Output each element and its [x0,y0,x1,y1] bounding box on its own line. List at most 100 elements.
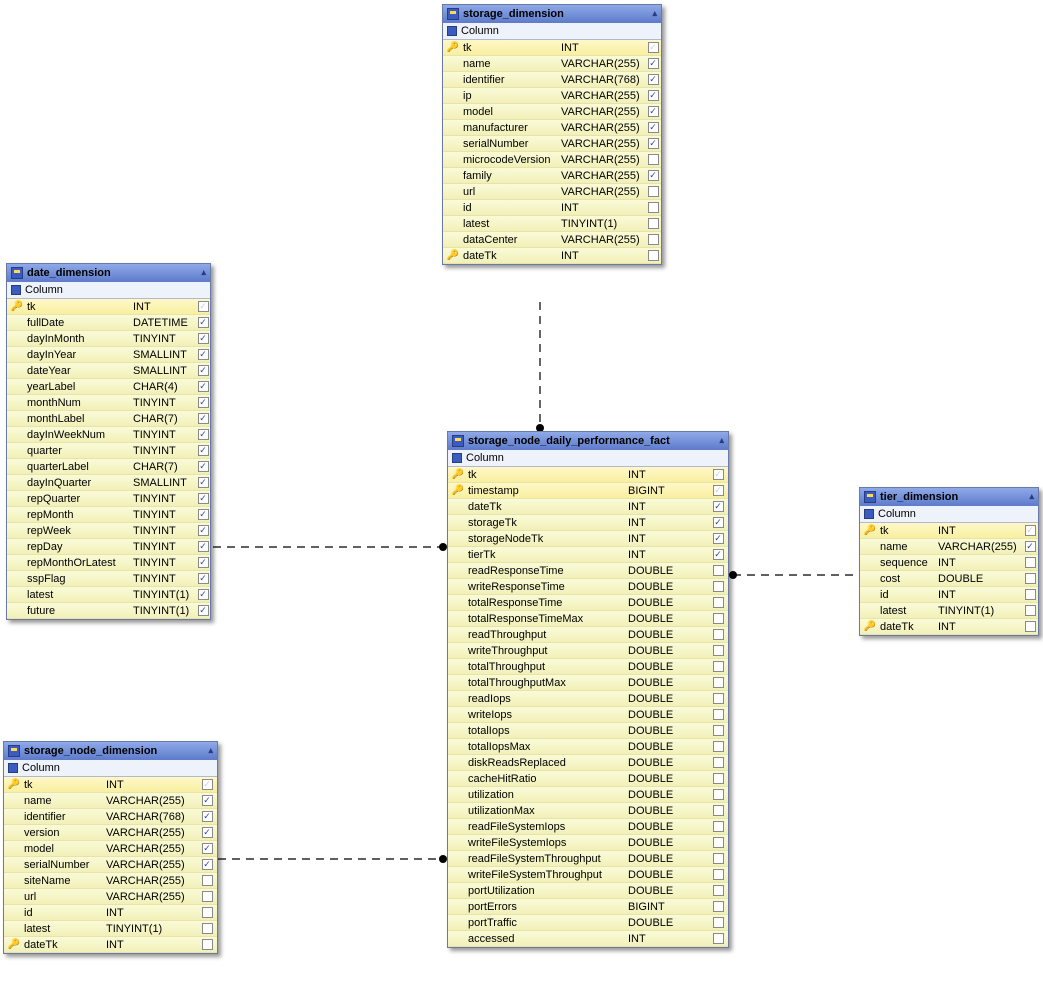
table-tier_dimension[interactable]: tier_dimension▴Column🔑tkINT✓nameVARCHAR(… [859,487,1039,636]
collapse-icon[interactable]: ▴ [201,267,206,278]
table-row[interactable]: readThroughputDOUBLE [448,627,728,643]
table-row[interactable]: utilizationMaxDOUBLE [448,803,728,819]
table-row[interactable]: monthNumTINYINT✓ [7,395,210,411]
table-row[interactable]: quarterLabelCHAR(7)✓ [7,459,210,475]
table-row[interactable]: dateYearSMALLINT✓ [7,363,210,379]
table-row[interactable]: 🔑dateTkINT [4,937,217,953]
table-row[interactable]: totalResponseTimeMaxDOUBLE [448,611,728,627]
table-row[interactable]: portTrafficDOUBLE [448,915,728,931]
table-row[interactable]: cacheHitRatioDOUBLE [448,771,728,787]
table-row[interactable]: dateTkINT✓ [448,499,728,515]
table-row[interactable]: sspFlagTINYINT✓ [7,571,210,587]
table-row[interactable]: idINT [443,200,661,216]
table-storage_dimension[interactable]: storage_dimension▴Column🔑tkINT✓nameVARCH… [442,4,662,265]
table-row[interactable]: versionVARCHAR(255)✓ [4,825,217,841]
table-storage_node_dimension[interactable]: storage_node_dimension▴Column🔑tkINT✓name… [3,741,218,954]
collapse-icon[interactable]: ▴ [1029,491,1034,502]
table-header[interactable]: tier_dimension▴ [860,488,1038,506]
table-row[interactable]: monthLabelCHAR(7)✓ [7,411,210,427]
table-row[interactable]: accessedINT [448,931,728,947]
table-row[interactable]: serialNumberVARCHAR(255)✓ [443,136,661,152]
table-row[interactable]: totalIopsMaxDOUBLE [448,739,728,755]
table-row[interactable]: siteNameVARCHAR(255) [4,873,217,889]
table-row[interactable]: latestTINYINT(1) [4,921,217,937]
table-row[interactable]: microcodeVersionVARCHAR(255) [443,152,661,168]
table-row[interactable]: nameVARCHAR(255)✓ [860,539,1038,555]
table-row[interactable]: writeResponseTimeDOUBLE [448,579,728,595]
table-row[interactable]: repQuarterTINYINT✓ [7,491,210,507]
table-row[interactable]: dayInQuarterSMALLINT✓ [7,475,210,491]
table-row[interactable]: dataCenterVARCHAR(255) [443,232,661,248]
table-row[interactable]: yearLabelCHAR(4)✓ [7,379,210,395]
table-row[interactable]: 🔑tkINT✓ [448,467,728,483]
table-row[interactable]: readFileSystemThroughputDOUBLE [448,851,728,867]
table-row[interactable]: 🔑tkINT✓ [443,40,661,56]
table-row[interactable]: serialNumberVARCHAR(255)✓ [4,857,217,873]
table-row[interactable]: storageNodeTkINT✓ [448,531,728,547]
table-row[interactable]: utilizationDOUBLE [448,787,728,803]
column-type: DOUBLE [624,885,690,897]
table-header[interactable]: storage_dimension▴ [443,5,661,23]
table-row[interactable]: 🔑dateTkINT [860,619,1038,635]
table-row[interactable]: writeThroughputDOUBLE [448,643,728,659]
table-row[interactable]: writeFileSystemThroughputDOUBLE [448,867,728,883]
table-row[interactable]: portUtilizationDOUBLE [448,883,728,899]
table-row[interactable]: latestTINYINT(1) [860,603,1038,619]
table-row[interactable]: latestTINYINT(1)✓ [7,587,210,603]
table-row[interactable]: readResponseTimeDOUBLE [448,563,728,579]
table-row[interactable]: 🔑tkINT✓ [7,299,210,315]
table-row[interactable]: totalThroughputDOUBLE [448,659,728,675]
check-cell [645,154,661,165]
table-row[interactable]: storageTkINT✓ [448,515,728,531]
table-row[interactable]: writeFileSystemIopsDOUBLE [448,835,728,851]
table-row[interactable]: dayInMonthTINYINT✓ [7,331,210,347]
table-row[interactable]: 🔑timestampBIGINT✓ [448,483,728,499]
table-row[interactable]: urlVARCHAR(255) [4,889,217,905]
table-row[interactable]: 🔑tkINT✓ [860,523,1038,539]
table-row[interactable]: modelVARCHAR(255)✓ [443,104,661,120]
table-storage_node_daily_performance_fact[interactable]: storage_node_daily_performance_fact▴Colu… [447,431,729,948]
table-row[interactable]: 🔑tkINT✓ [4,777,217,793]
table-row[interactable]: nameVARCHAR(255)✓ [443,56,661,72]
collapse-icon[interactable]: ▴ [652,8,657,19]
table-row[interactable]: sequenceINT [860,555,1038,571]
table-row[interactable]: urlVARCHAR(255) [443,184,661,200]
table-row[interactable]: portErrorsBIGINT [448,899,728,915]
table-row[interactable]: ipVARCHAR(255)✓ [443,88,661,104]
table-row[interactable]: latestTINYINT(1) [443,216,661,232]
table-row[interactable]: dayInYearSMALLINT✓ [7,347,210,363]
table-row[interactable]: familyVARCHAR(255)✓ [443,168,661,184]
table-row[interactable]: quarterTINYINT✓ [7,443,210,459]
table-row[interactable]: repWeekTINYINT✓ [7,523,210,539]
table-row[interactable]: manufacturerVARCHAR(255)✓ [443,120,661,136]
table-row[interactable]: readFileSystemIopsDOUBLE [448,819,728,835]
table-row[interactable]: tierTkINT✓ [448,547,728,563]
table-row[interactable]: identifierVARCHAR(768)✓ [443,72,661,88]
table-row[interactable]: writeIopsDOUBLE [448,707,728,723]
table-row[interactable]: modelVARCHAR(255)✓ [4,841,217,857]
table-row[interactable]: totalResponseTimeDOUBLE [448,595,728,611]
table-row[interactable]: totalThroughputMaxDOUBLE [448,675,728,691]
table-header[interactable]: storage_node_daily_performance_fact▴ [448,432,728,450]
table-row[interactable]: totalIopsDOUBLE [448,723,728,739]
table-row[interactable]: costDOUBLE [860,571,1038,587]
table-row[interactable]: futureTINYINT(1)✓ [7,603,210,619]
table-row[interactable]: 🔑dateTkINT [443,248,661,264]
table-row[interactable]: nameVARCHAR(255)✓ [4,793,217,809]
table-row[interactable]: repMonthOrLatestTINYINT✓ [7,555,210,571]
collapse-icon[interactable]: ▴ [208,745,213,756]
column-type: DOUBLE [624,757,690,769]
table-row[interactable]: diskReadsReplacedDOUBLE [448,755,728,771]
table-row[interactable]: idINT [860,587,1038,603]
table-header[interactable]: date_dimension▴ [7,264,210,282]
table-row[interactable]: readIopsDOUBLE [448,691,728,707]
table-row[interactable]: dayInWeekNumTINYINT✓ [7,427,210,443]
table-row[interactable]: fullDateDATETIME✓ [7,315,210,331]
table-row[interactable]: repDayTINYINT✓ [7,539,210,555]
table-row[interactable]: idINT [4,905,217,921]
table-row[interactable]: repMonthTINYINT✓ [7,507,210,523]
collapse-icon[interactable]: ▴ [719,435,724,446]
table-date_dimension[interactable]: date_dimension▴Column🔑tkINT✓fullDateDATE… [6,263,211,620]
table-row[interactable]: identifierVARCHAR(768)✓ [4,809,217,825]
table-header[interactable]: storage_node_dimension▴ [4,742,217,760]
